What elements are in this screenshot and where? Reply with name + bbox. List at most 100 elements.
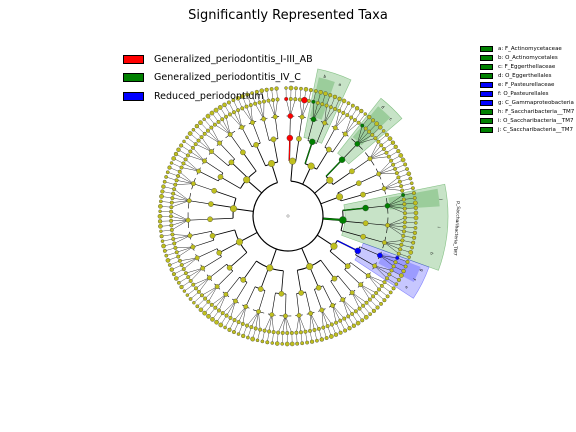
branch-family xyxy=(369,156,389,159)
branch-family xyxy=(174,235,191,244)
clade-legend-label: f: O_Pasteurellales xyxy=(498,91,549,98)
genus-node xyxy=(198,120,203,125)
family-node xyxy=(399,242,404,247)
branch-family xyxy=(258,311,261,330)
branch-class xyxy=(281,270,284,294)
tree-nodes xyxy=(157,85,419,347)
branch-family xyxy=(342,299,353,315)
branch-family xyxy=(175,246,193,249)
family-node xyxy=(356,120,361,125)
branch-family xyxy=(387,225,405,228)
branch-family xyxy=(172,197,190,201)
branch-family xyxy=(208,286,218,302)
branch-family xyxy=(296,315,300,333)
branch-family xyxy=(190,151,205,162)
family-node xyxy=(244,104,249,109)
order-node xyxy=(233,298,238,304)
clade-letter-label: d xyxy=(380,104,386,110)
genus-node xyxy=(164,175,168,179)
branch-family xyxy=(378,168,396,175)
family-node xyxy=(381,147,386,151)
branch-family xyxy=(374,265,388,279)
family-node xyxy=(387,272,392,277)
branch-family xyxy=(345,119,356,135)
order-node xyxy=(299,114,305,120)
family-node xyxy=(190,145,195,150)
genus-node xyxy=(157,213,163,219)
family-node xyxy=(173,182,178,187)
branch-family xyxy=(384,185,402,189)
order-node xyxy=(376,171,382,177)
branch-family xyxy=(259,102,264,120)
family-node xyxy=(171,237,176,241)
branch-family xyxy=(374,265,392,271)
order-node xyxy=(217,140,222,146)
branch-family xyxy=(218,294,227,311)
branch-family xyxy=(387,199,404,206)
genus-node xyxy=(165,258,171,263)
genus-node xyxy=(218,322,224,328)
branch-family xyxy=(211,294,227,305)
branch-family xyxy=(299,99,303,118)
order-node xyxy=(185,217,191,223)
genus-node xyxy=(413,210,419,216)
branch-family xyxy=(171,219,189,222)
branch-family xyxy=(190,268,203,282)
branch-family xyxy=(246,311,259,326)
genus-node xyxy=(202,117,206,121)
genus-node xyxy=(388,290,393,295)
branch-family xyxy=(298,315,306,332)
order-node xyxy=(287,113,294,119)
branch-family xyxy=(368,275,380,290)
order-node xyxy=(209,149,214,154)
family-node xyxy=(169,223,174,228)
branch-family xyxy=(321,310,328,327)
order-node xyxy=(385,222,390,228)
family-node xyxy=(173,245,178,250)
branch-family xyxy=(379,255,396,263)
family-node xyxy=(216,119,221,124)
genus-node xyxy=(360,318,365,323)
branch-family xyxy=(369,141,379,159)
family-node xyxy=(337,108,342,113)
family-node xyxy=(371,294,376,299)
family-node xyxy=(181,267,186,272)
genus-node xyxy=(333,332,339,337)
branch-family xyxy=(242,306,246,324)
branch-family xyxy=(342,299,349,317)
family-node xyxy=(176,174,181,178)
genus-node xyxy=(169,267,174,272)
family-node xyxy=(174,178,179,183)
branch-class xyxy=(273,139,279,163)
family-node xyxy=(385,276,389,281)
branch-class xyxy=(337,182,359,194)
branch-order xyxy=(307,119,314,141)
branch-family xyxy=(277,315,286,333)
family-node xyxy=(257,100,262,105)
genus-node xyxy=(231,98,236,103)
clade-letter-label: c xyxy=(388,116,393,121)
genus-node xyxy=(250,91,254,95)
family-node xyxy=(401,197,406,202)
genus-node xyxy=(159,194,164,199)
genus-node xyxy=(284,86,288,90)
branch-family xyxy=(188,268,203,278)
family-node xyxy=(203,296,208,301)
genus-node xyxy=(162,179,167,184)
genus-node xyxy=(374,121,380,127)
branch-family xyxy=(176,246,193,253)
genus-node xyxy=(158,204,163,209)
genus-node xyxy=(377,125,383,130)
clade-legend-entry: g: C_Gammaproteobacteria xyxy=(480,99,576,108)
family-node xyxy=(169,227,174,232)
branch-family xyxy=(369,145,382,159)
branch-family xyxy=(173,235,190,240)
genus-node xyxy=(171,272,176,277)
branch-family xyxy=(171,200,190,203)
branch-order xyxy=(351,158,371,172)
family-node xyxy=(193,142,198,147)
order-node xyxy=(200,265,206,271)
branch-class xyxy=(320,259,335,279)
family-node xyxy=(262,99,266,104)
genus-node xyxy=(164,253,169,258)
